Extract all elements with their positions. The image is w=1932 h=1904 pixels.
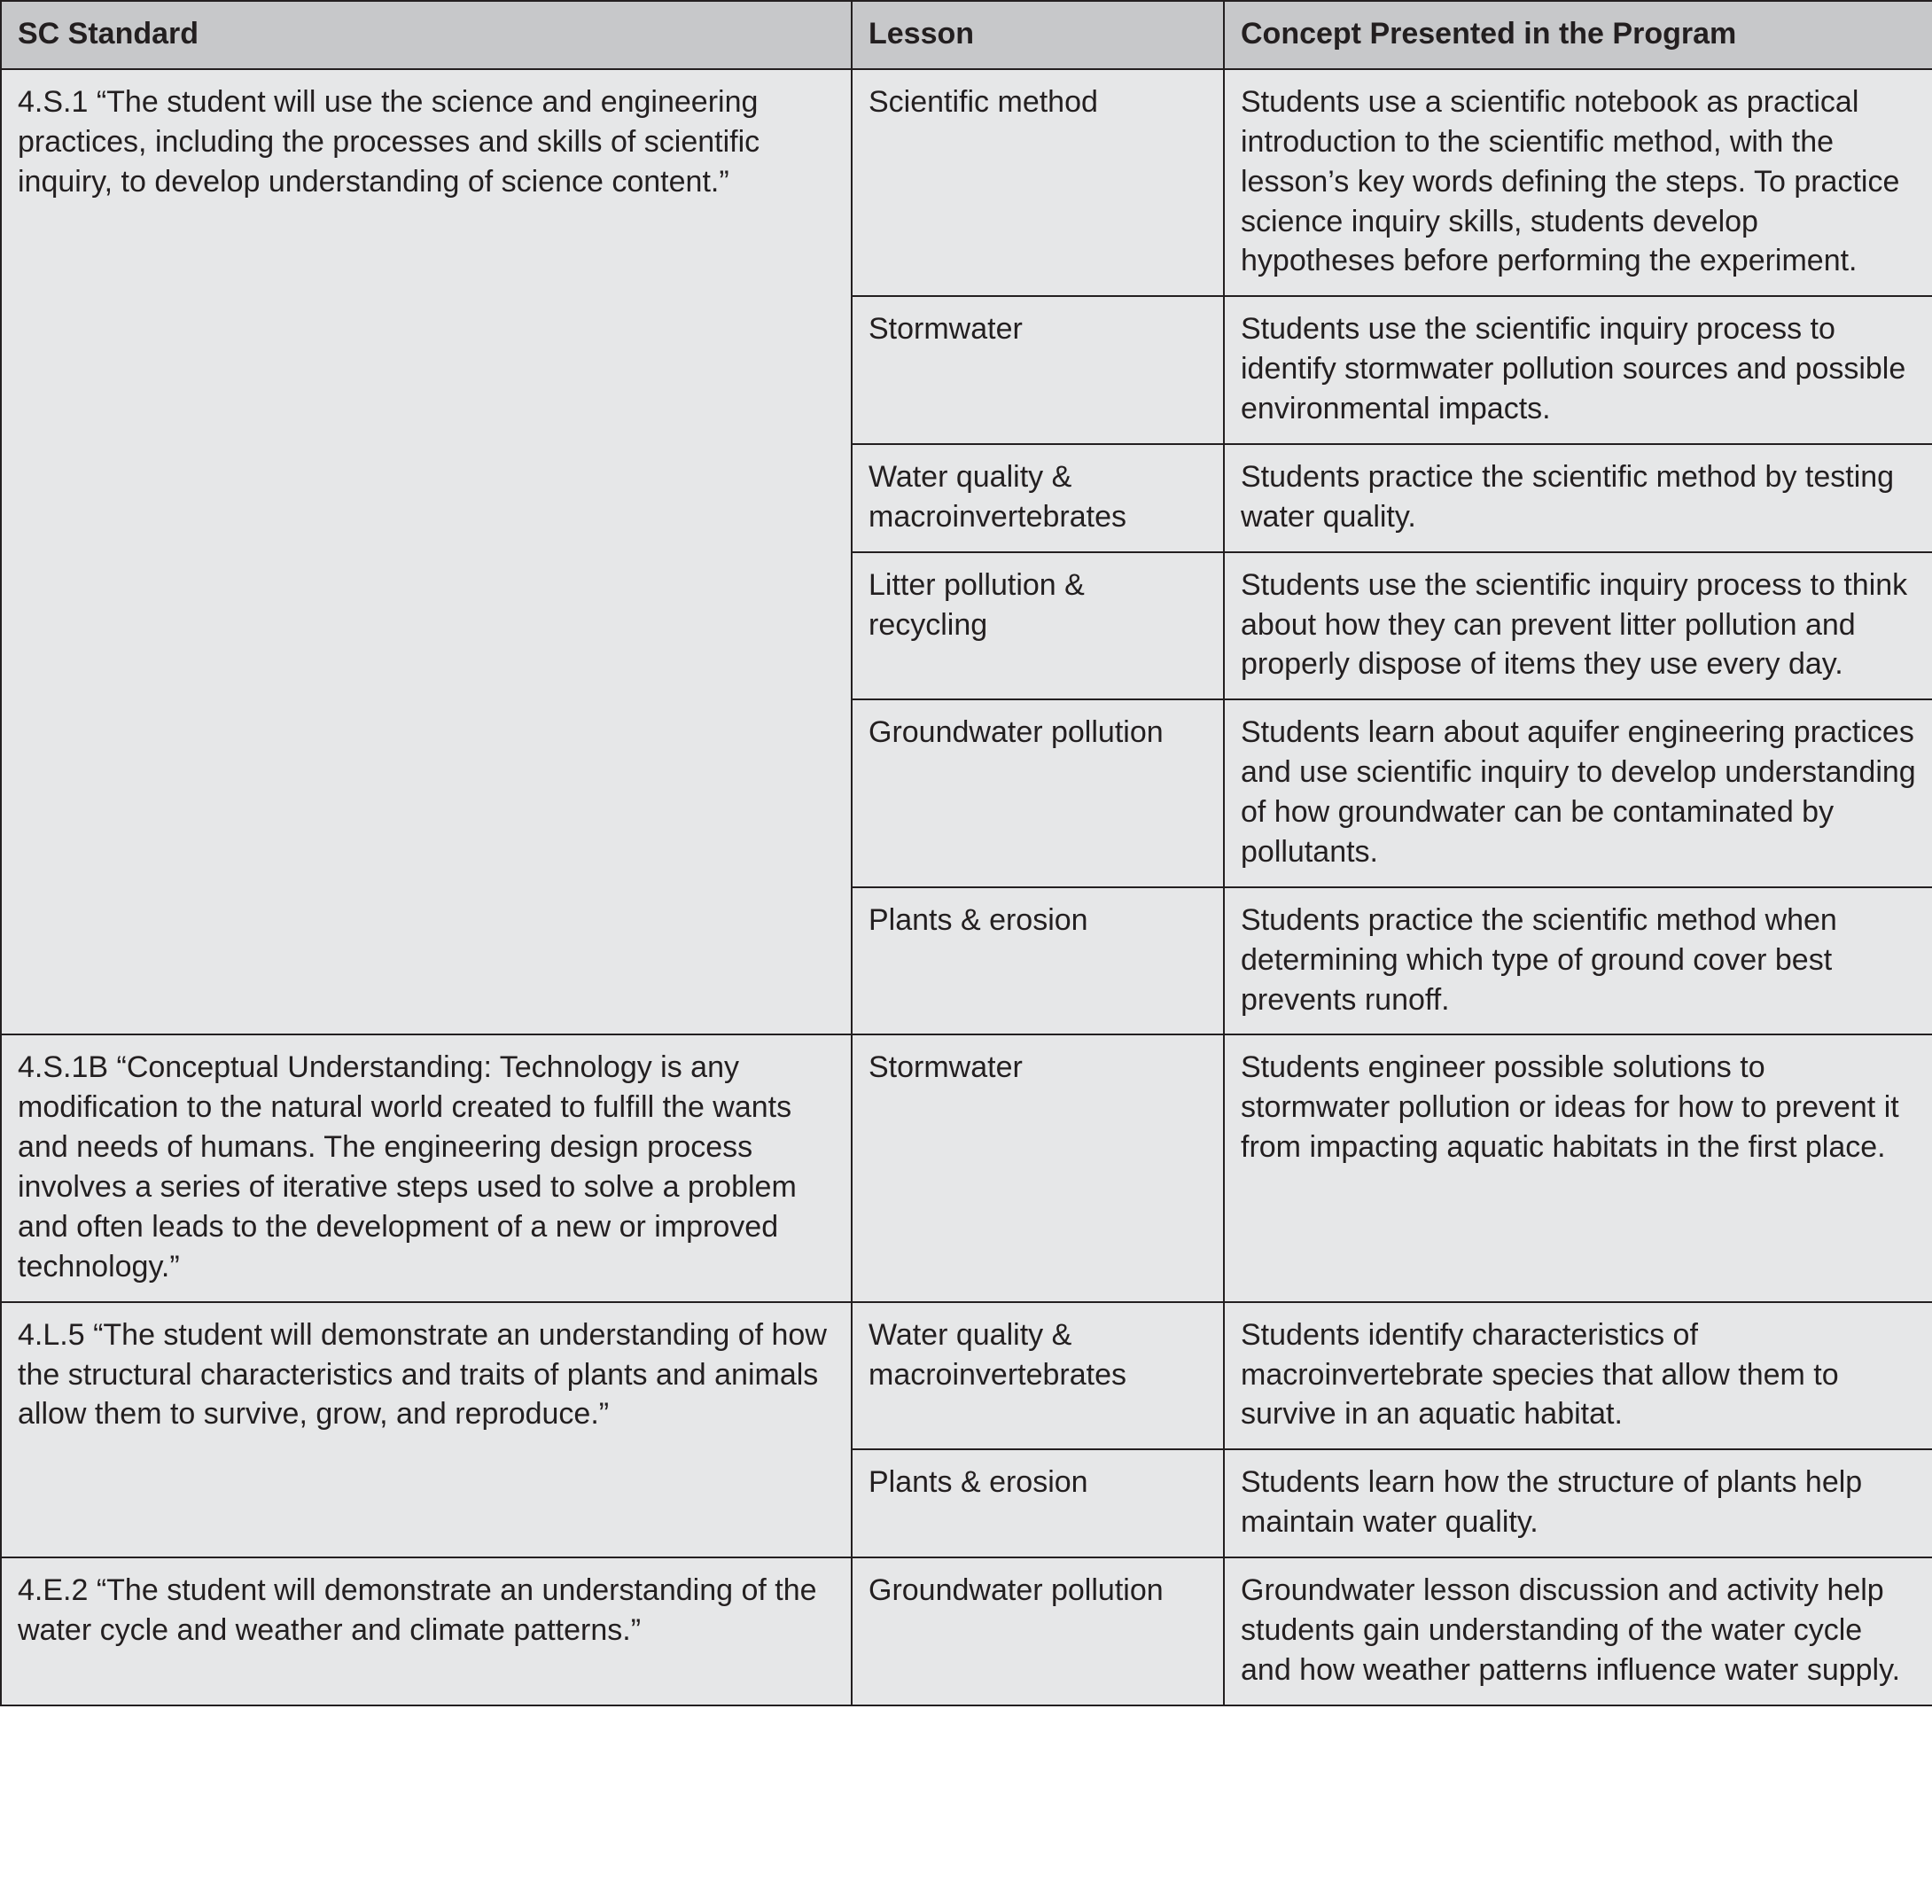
table-row: 4.L.5 “The student will demonstrate an u… xyxy=(1,1302,1932,1450)
lesson-cell: Litter pollution & recycling xyxy=(852,552,1224,700)
header-standard: SC Standard xyxy=(1,1,852,69)
lesson-cell: Scientific method xyxy=(852,69,1224,296)
concept-cell: Students identify characteristics of mac… xyxy=(1224,1302,1932,1450)
standard-cell: 4.L.5 “The student will demonstrate an u… xyxy=(1,1302,852,1557)
concept-cell: Students use the scientific inquiry proc… xyxy=(1224,296,1932,444)
lesson-cell: Groundwater pollution xyxy=(852,1557,1224,1705)
concept-cell: Students use the scientific inquiry proc… xyxy=(1224,552,1932,700)
lesson-cell: Groundwater pollution xyxy=(852,699,1224,887)
table-body: 4.S.1 “The student will use the science … xyxy=(1,69,1932,1705)
header-concept: Concept Presented in the Program xyxy=(1224,1,1932,69)
concept-cell: Students use a scientific notebook as pr… xyxy=(1224,69,1932,296)
lesson-cell: Stormwater xyxy=(852,1034,1224,1301)
table-header: SC Standard Lesson Concept Presented in … xyxy=(1,1,1932,69)
standard-cell: 4.E.2 “The student will demonstrate an u… xyxy=(1,1557,852,1705)
lesson-cell: Water quality & macroinvertebrates xyxy=(852,1302,1224,1450)
lesson-cell: Water quality & macroinvertebrates xyxy=(852,444,1224,552)
concept-cell: Groundwater lesson discussion and activi… xyxy=(1224,1557,1932,1705)
standard-cell: 4.S.1 “The student will use the science … xyxy=(1,69,852,1035)
lesson-cell: Plants & erosion xyxy=(852,1449,1224,1557)
concept-cell: Students engineer possible solutions to … xyxy=(1224,1034,1932,1301)
lesson-cell: Stormwater xyxy=(852,296,1224,444)
concept-cell: Students practice the scientific method … xyxy=(1224,444,1932,552)
lesson-cell: Plants & erosion xyxy=(852,887,1224,1035)
concept-cell: Students practice the scientific method … xyxy=(1224,887,1932,1035)
standards-table: SC Standard Lesson Concept Presented in … xyxy=(0,0,1932,1706)
table-row: 4.E.2 “The student will demonstrate an u… xyxy=(1,1557,1932,1705)
standard-cell: 4.S.1B “Conceptual Understanding: Techno… xyxy=(1,1034,852,1301)
concept-cell: Students learn about aquifer engineering… xyxy=(1224,699,1932,887)
header-lesson: Lesson xyxy=(852,1,1224,69)
table-row: 4.S.1B “Conceptual Understanding: Techno… xyxy=(1,1034,1932,1301)
table-row: 4.S.1 “The student will use the science … xyxy=(1,69,1932,296)
concept-cell: Students learn how the structure of plan… xyxy=(1224,1449,1932,1557)
